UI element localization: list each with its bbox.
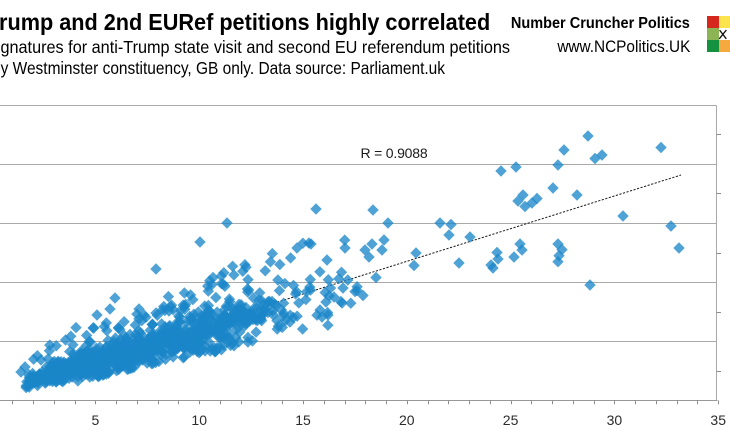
svg-text:25: 25	[503, 412, 519, 428]
svg-text:R = 0.9088: R = 0.9088	[361, 145, 428, 161]
svg-text:20: 20	[399, 412, 415, 428]
svg-text:5: 5	[92, 412, 100, 428]
svg-text:35: 35	[710, 412, 726, 428]
svg-text:30: 30	[607, 412, 623, 428]
svg-text:10: 10	[191, 412, 207, 428]
svg-text:15: 15	[295, 412, 311, 428]
